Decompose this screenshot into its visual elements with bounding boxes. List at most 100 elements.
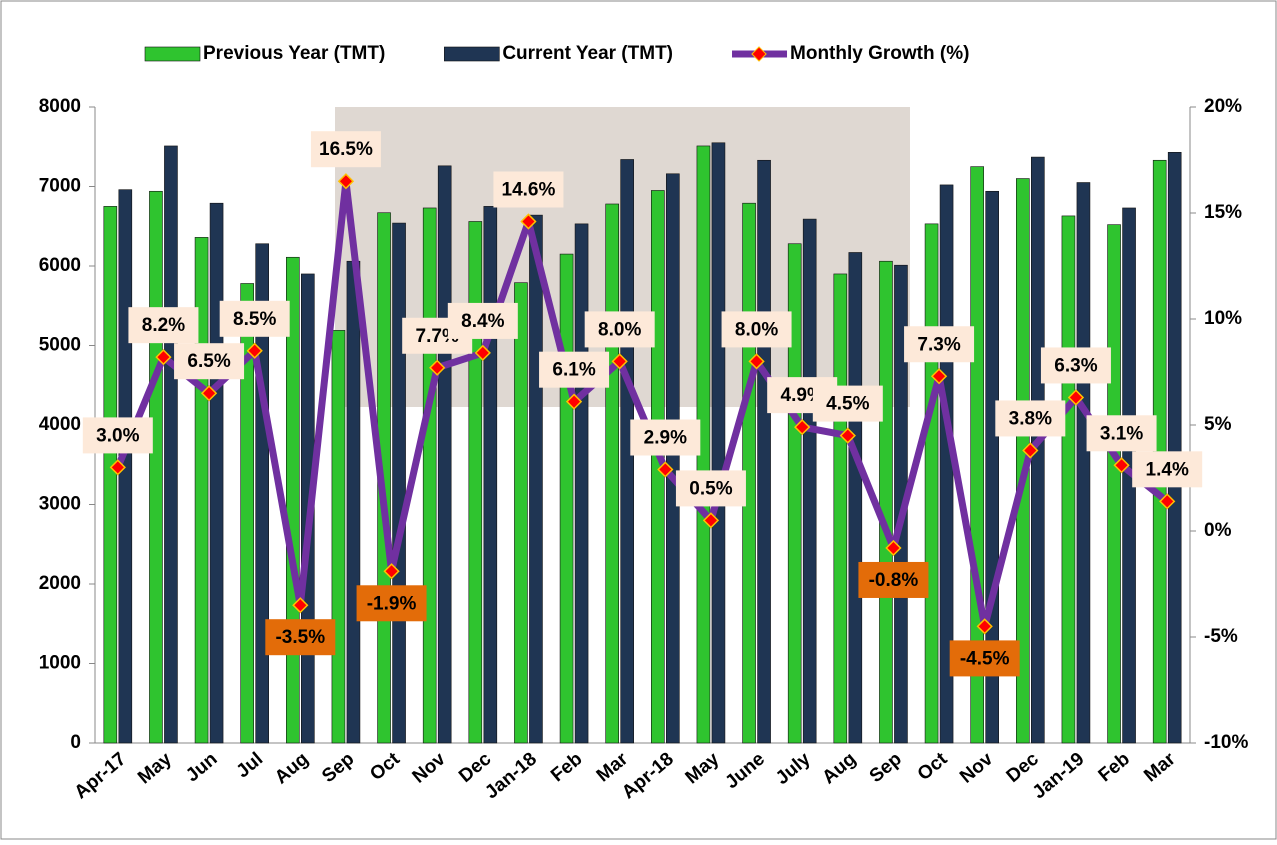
data-label: 8.0%	[735, 319, 778, 340]
data-label-group: 4.5%	[812, 385, 883, 422]
growth-marker	[383, 563, 400, 580]
bar	[164, 145, 178, 744]
growth-marker	[657, 461, 674, 478]
data-label: -1.9%	[367, 593, 417, 614]
data-label: 6.1%	[552, 360, 595, 381]
y-tick-label: 4000	[39, 414, 81, 435]
data-label-group: 6.5%	[174, 343, 245, 380]
bar	[346, 260, 361, 744]
growth-marker	[1159, 493, 1176, 510]
data-label: 6.3%	[1054, 355, 1097, 376]
bar	[574, 223, 589, 744]
data-label-group: 6.3%	[1040, 347, 1111, 384]
bar	[605, 203, 619, 744]
growth-marker	[246, 342, 263, 359]
bar	[483, 206, 498, 744]
legend-marker	[751, 46, 767, 62]
growth-marker	[976, 618, 993, 635]
growth-marker	[794, 418, 811, 436]
y-tick-label: 6000	[39, 255, 81, 276]
data-label: -0.8%	[869, 570, 919, 591]
data-label-box	[904, 326, 975, 363]
y-tick-label: 8000	[39, 96, 81, 117]
y-tick-label: 1000	[39, 653, 81, 674]
y2-tick-label: 15%	[1204, 202, 1242, 223]
bar	[149, 190, 163, 744]
bar	[924, 223, 939, 744]
data-label-box	[584, 311, 655, 348]
bar	[468, 221, 483, 744]
bar	[1107, 224, 1121, 744]
y-tick-label: 7000	[39, 176, 81, 197]
data-label-group: -1.9%	[356, 585, 427, 622]
data-label: 2.9%	[644, 428, 687, 449]
bar	[833, 273, 848, 744]
growth-marker	[702, 512, 720, 529]
data-label: 14.6%	[502, 179, 556, 200]
growth-marker	[474, 344, 491, 362]
growth-marker	[611, 353, 628, 370]
data-label-box	[219, 300, 290, 337]
data-label: 6.5%	[187, 351, 230, 372]
data-label: 8.4%	[461, 311, 504, 332]
growth-marker	[748, 353, 765, 370]
data-label-group: -0.8%	[858, 561, 929, 598]
bar	[514, 282, 528, 744]
growth-marker	[1067, 389, 1085, 406]
growth-marker	[337, 173, 355, 190]
data-label-group: 3.0%	[82, 417, 153, 454]
bar	[240, 283, 254, 744]
bar	[711, 142, 726, 744]
growth-marker	[885, 539, 902, 557]
y2-tick-label: -10%	[1204, 732, 1248, 753]
legend-swatch	[144, 46, 201, 62]
data-label: 7.3%	[917, 334, 960, 355]
data-label-group: 16.5%	[310, 131, 381, 168]
data-label-box	[995, 400, 1066, 437]
data-label: 8.0%	[598, 319, 641, 340]
growth-marker	[520, 213, 537, 230]
data-label-box	[356, 585, 427, 622]
data-label-group: -4.5%	[949, 640, 1020, 677]
data-label: 1.4%	[1146, 459, 1189, 480]
data-label-box	[1040, 347, 1111, 384]
data-label-box	[949, 640, 1020, 677]
y-tick-label: 5000	[39, 335, 81, 356]
growth-marker	[109, 459, 126, 476]
data-label: 3.1%	[1100, 423, 1143, 444]
data-label-group: 1.4%	[1132, 451, 1203, 488]
data-label-group: 8.0%	[721, 311, 792, 348]
data-label-box	[630, 419, 701, 456]
data-label-box	[858, 561, 929, 598]
data-label-box	[1132, 451, 1203, 488]
growth-marker	[1113, 457, 1130, 474]
bar	[757, 159, 771, 744]
data-label-group: 2.9%	[630, 419, 701, 456]
data-label: -3.5%	[275, 627, 325, 648]
data-label-group: 6.1%	[539, 351, 610, 388]
bar	[1167, 152, 1182, 744]
growth-marker	[429, 359, 446, 376]
data-label-group: 8.5%	[219, 300, 290, 337]
data-label-group: 7.3%	[904, 326, 975, 363]
growth-marker	[565, 393, 583, 410]
legend-label: Monthly Growth (%)	[790, 43, 969, 64]
y2-tick-label: 20%	[1204, 96, 1242, 117]
growth-marker	[155, 349, 172, 366]
data-label: 3.0%	[96, 425, 139, 446]
bar	[437, 165, 452, 744]
y2-tick-label: -5%	[1204, 626, 1238, 647]
growth-marker	[292, 597, 309, 614]
growth-marker	[1022, 442, 1039, 459]
data-label: 4.5%	[826, 394, 869, 415]
data-label-box	[174, 343, 245, 380]
bar	[529, 214, 543, 744]
bar	[802, 218, 817, 744]
growth-marker	[839, 427, 856, 444]
bar	[787, 243, 802, 744]
bar	[559, 253, 574, 744]
bar	[1061, 215, 1076, 744]
data-label: 16.5%	[319, 139, 373, 160]
data-label-box	[812, 385, 883, 422]
